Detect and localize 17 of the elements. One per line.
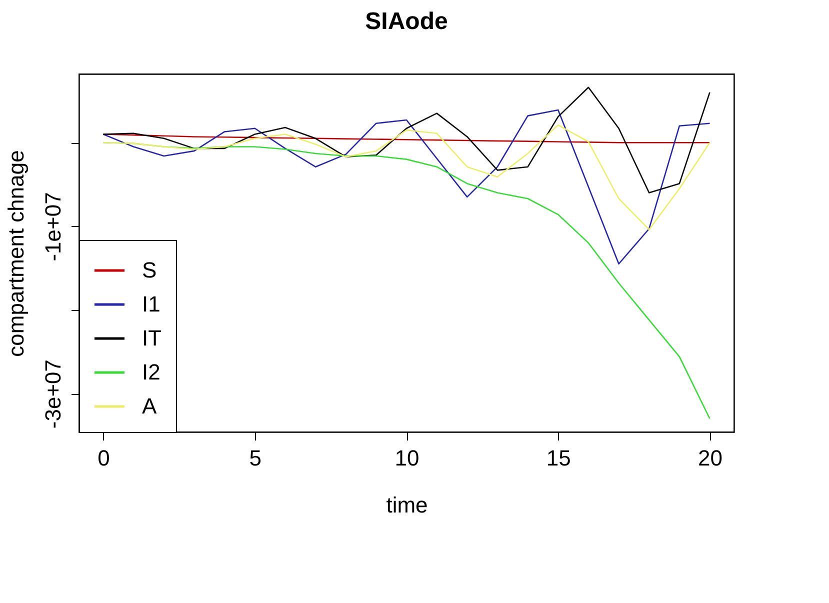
x-axis-title: time xyxy=(386,492,428,518)
legend-label: IT xyxy=(142,326,162,350)
line-series xyxy=(102,86,710,194)
y-axis-title: compartment chnage xyxy=(4,150,28,357)
y-tick-label: -3e+07 xyxy=(40,359,66,429)
chart-title: SIAode xyxy=(365,8,448,35)
x-tick-label: 15 xyxy=(546,446,571,470)
line-series xyxy=(102,124,710,230)
x-tick-label: 5 xyxy=(249,446,262,470)
legend-label: A xyxy=(142,394,157,418)
legend-label: I2 xyxy=(142,360,160,384)
x-tick-label: 10 xyxy=(394,446,420,470)
legend-label: I1 xyxy=(142,292,160,316)
x-tick-label: 20 xyxy=(698,446,722,470)
legend-label: S xyxy=(142,258,157,282)
y-tick-label: -1e+07 xyxy=(40,192,66,262)
x-tick-label: 0 xyxy=(98,446,110,470)
